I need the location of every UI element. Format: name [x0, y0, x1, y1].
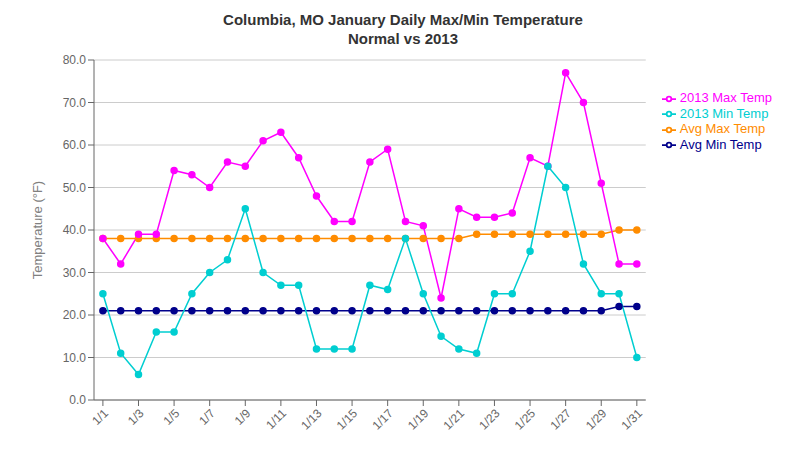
svg-text:1/23: 1/23: [476, 406, 503, 433]
svg-text:80.0: 80.0: [63, 53, 87, 67]
svg-text:40.0: 40.0: [63, 223, 87, 237]
html-text:Avg Max Temp: Avg Max Temp: [679, 121, 766, 137]
svg-text:1/1: 1/1: [89, 406, 111, 428]
svg-text:1/29: 1/29: [583, 406, 610, 433]
svg-text:Temperature (°F): Temperature (°F): [30, 181, 45, 279]
svg-text:1/7: 1/7: [196, 406, 218, 428]
html-text:Avg Min Temp: Avg Min Temp: [679, 136, 762, 152]
svg-text:60.0: 60.0: [63, 138, 87, 152]
svg-text:30.0: 30.0: [63, 266, 87, 280]
svg-text:1/17: 1/17: [369, 406, 396, 433]
svg-text:0.0: 0.0: [69, 393, 86, 407]
svg-text:10.0: 10.0: [63, 351, 87, 365]
html-text:2013 Min Temp: 2013 Min Temp: [679, 105, 769, 121]
svg-text:50.0: 50.0: [63, 181, 87, 195]
svg-text:1/5: 1/5: [161, 406, 183, 428]
svg-text:70.0: 70.0: [63, 96, 87, 110]
html-text:2013 Max Temp: 2013 Max Temp: [679, 90, 772, 105]
svg-text:1/21: 1/21: [441, 406, 468, 433]
html-text:Normal vs 2013: Normal vs 2013: [348, 30, 458, 47]
html-text:Columbia, MO January Daily Max: Columbia, MO January Daily Max/Min Tempe…: [223, 11, 583, 28]
svg-text:1/3: 1/3: [125, 406, 147, 428]
svg-text:1/15: 1/15: [334, 406, 361, 433]
svg-text:1/13: 1/13: [298, 406, 325, 433]
svg-text:1/11: 1/11: [263, 406, 289, 432]
svg-text:1/31: 1/31: [619, 406, 646, 433]
svg-text:1/27: 1/27: [547, 406, 574, 433]
svg-text:1/9: 1/9: [232, 406, 254, 428]
svg-text:20.0: 20.0: [63, 308, 87, 322]
svg-text:1/19: 1/19: [405, 406, 432, 433]
svg-text:1/25: 1/25: [512, 406, 539, 433]
